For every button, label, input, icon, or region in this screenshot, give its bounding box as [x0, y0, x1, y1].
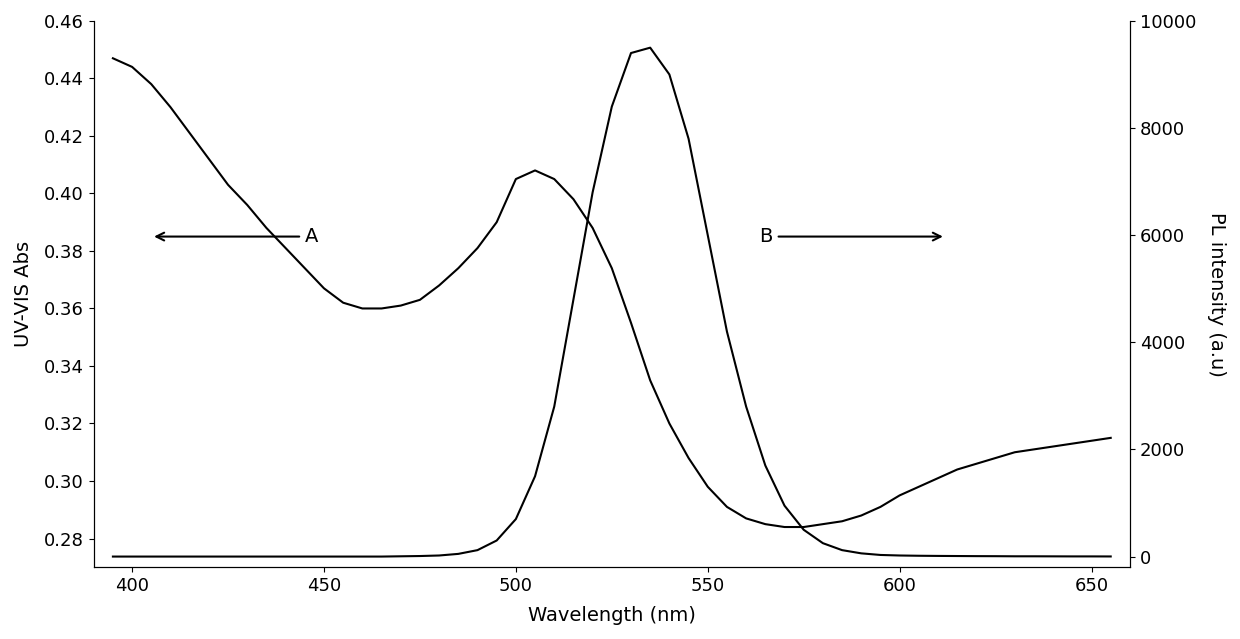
Text: A: A [156, 227, 319, 246]
Y-axis label: UV-VIS Abs: UV-VIS Abs [14, 241, 33, 347]
X-axis label: Wavelength (nm): Wavelength (nm) [528, 606, 696, 625]
Text: B: B [760, 227, 941, 246]
Y-axis label: PL intensity (a.u): PL intensity (a.u) [1207, 212, 1226, 376]
